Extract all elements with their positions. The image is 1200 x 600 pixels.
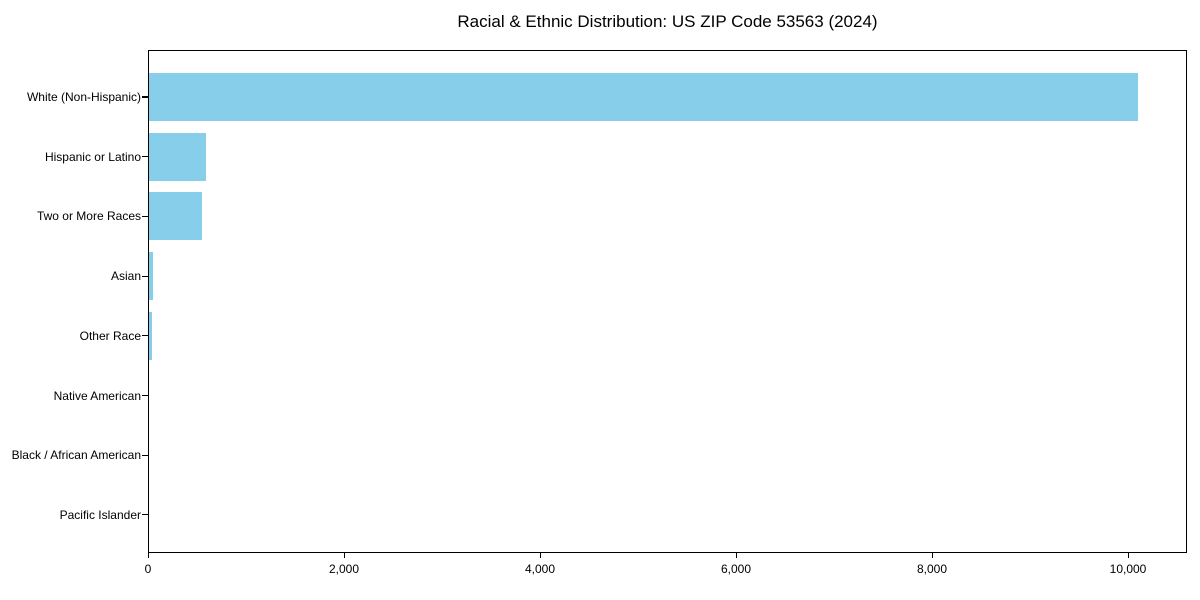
bar: [149, 311, 153, 360]
x-tick-label: 10,000: [1109, 562, 1147, 576]
x-tick-label: 0: [144, 562, 152, 576]
y-tick-label: White (Non-Hispanic): [26, 90, 141, 104]
y-axis-tick: [142, 215, 148, 217]
x-tick-label: 2,000: [328, 562, 360, 576]
y-tick-label: Hispanic or Latino: [44, 149, 141, 164]
y-axis-tick: [142, 454, 148, 456]
x-axis-tick: [344, 553, 346, 558]
y-tick-label: Black / African American: [11, 448, 141, 463]
y-axis-tick: [142, 394, 148, 397]
bar: [149, 132, 206, 181]
y-tick-label: Asian: [110, 269, 141, 284]
x-axis-tick: [736, 553, 738, 558]
chart-title: Racial & Ethnic Distribution: US ZIP Cod…: [457, 12, 878, 31]
x-axis-tick: [148, 553, 150, 558]
y-axis-tick: [142, 96, 148, 98]
y-axis-tick: [142, 275, 148, 277]
x-tick-label: 4,000: [524, 562, 556, 576]
plot-area: [148, 50, 1187, 553]
y-tick-label: Other Race: [79, 328, 141, 343]
bar: [149, 73, 1138, 121]
y-tick-label: Two or More Races: [36, 209, 141, 224]
bar: [149, 252, 153, 301]
y-axis-tick: [142, 156, 148, 158]
y-axis-tick: [142, 335, 148, 337]
y-tick-label: Pacific Islander: [59, 507, 141, 522]
x-tick-label: 6,000: [720, 562, 752, 576]
x-axis-tick: [1128, 553, 1130, 558]
y-tick-label: Native American: [53, 388, 141, 403]
x-axis-tick: [932, 553, 934, 558]
bar: [149, 192, 202, 241]
y-axis-tick: [142, 514, 148, 516]
x-tick-label: 8,000: [916, 562, 948, 576]
x-axis-tick: [540, 553, 542, 558]
